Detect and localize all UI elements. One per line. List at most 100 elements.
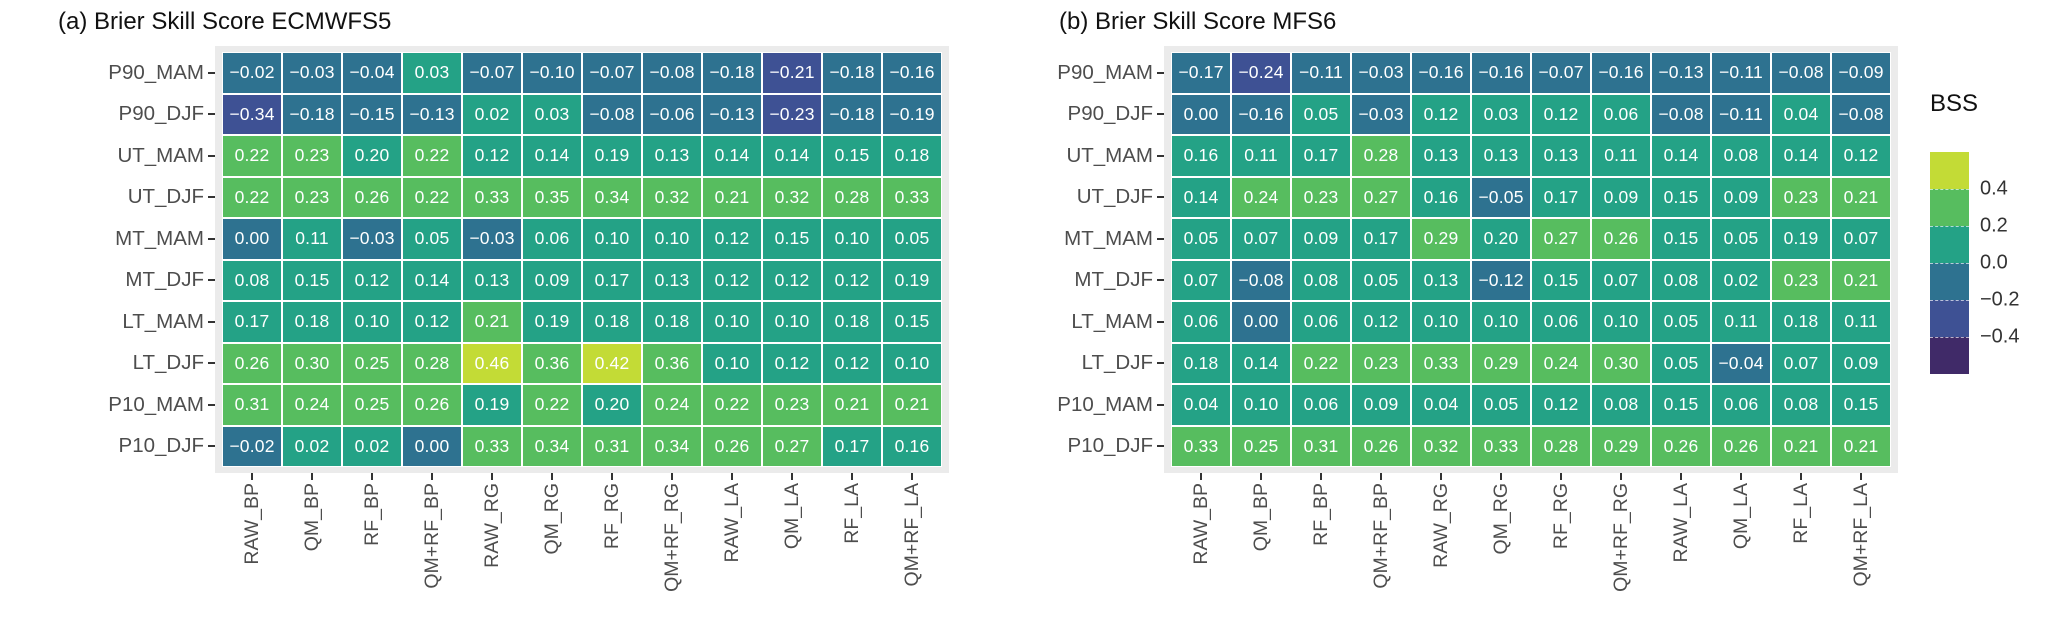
x-tick xyxy=(1440,473,1442,480)
heatmap-cell: 0.21 xyxy=(882,384,942,426)
heatmap-cell: 0.14 xyxy=(522,135,582,177)
x-axis-label: RF_RG xyxy=(1549,483,1572,550)
heatmap-cell: 0.34 xyxy=(642,425,702,467)
y-tick xyxy=(208,71,215,74)
heatmap-cell: 0.10 xyxy=(342,301,402,343)
heatmap-cell: 0.30 xyxy=(1591,342,1651,384)
heatmap-cell: 0.11 xyxy=(282,218,342,260)
x-axis-label: QM_RG xyxy=(1489,483,1512,555)
x-axis-label: RAW_RG xyxy=(480,483,503,568)
heatmap-cell: −0.08 xyxy=(642,52,702,94)
heatmap-cell: 0.07 xyxy=(1171,259,1231,301)
heatmap-cell: 0.20 xyxy=(342,135,402,177)
heatmap-cell: 0.13 xyxy=(642,259,702,301)
x-axis-label: RAW_BP xyxy=(240,483,263,565)
y-axis-label: P90_MAM xyxy=(1057,60,1153,84)
heatmap-cell: 0.05 xyxy=(1291,93,1351,135)
heatmap-cell: 0.31 xyxy=(1291,425,1351,467)
heatmap-cell: 0.13 xyxy=(642,135,702,177)
heatmap-cell: 0.23 xyxy=(762,384,822,426)
heatmap-cell: 0.02 xyxy=(282,425,342,467)
x-tick xyxy=(1380,473,1382,480)
heatmap-cell: 0.13 xyxy=(462,259,522,301)
y-axis-label: P90_DJF xyxy=(118,102,204,126)
heatmap-cell: 0.26 xyxy=(1711,425,1771,467)
heatmap-cell: 0.17 xyxy=(582,259,642,301)
heatmap-cell: −0.02 xyxy=(222,425,282,467)
heatmap-cell: −0.07 xyxy=(462,52,522,94)
heatmap-cell: 0.21 xyxy=(462,301,522,343)
x-tick xyxy=(1260,473,1262,480)
x-axis-label: RAW_RG xyxy=(1429,483,1452,568)
heatmap-cell: 0.20 xyxy=(582,384,642,426)
column-label: QM+RF_BP xyxy=(1351,483,1411,633)
row-label: P90_DJF xyxy=(969,94,1164,136)
heatmap-cell: −0.04 xyxy=(1711,342,1771,384)
heatmap-cell: 0.12 xyxy=(1351,301,1411,343)
heatmap-cell: 0.05 xyxy=(1171,218,1231,260)
column-label: QM_RG xyxy=(522,483,582,633)
heatmap-cell: 0.24 xyxy=(642,384,702,426)
heatmap-cell: 0.11 xyxy=(1711,301,1771,343)
heatmap-cell: 0.00 xyxy=(1231,301,1291,343)
y-axis-label: MT_MAM xyxy=(115,226,204,250)
heatmap-cell: 0.07 xyxy=(1591,259,1651,301)
heatmap-cell: 0.28 xyxy=(1531,425,1591,467)
heatmap-cell: 0.17 xyxy=(222,301,282,343)
heatmap-cell: 0.12 xyxy=(1531,93,1591,135)
panel-b-title: (b) Brier Skill Score MFS6 xyxy=(1059,8,1337,35)
row-label: MT_DJF xyxy=(0,260,215,302)
heatmap-cell: 0.24 xyxy=(1231,176,1291,218)
heatmap-cell: −0.13 xyxy=(702,93,762,135)
heatmap-cell: −0.18 xyxy=(822,93,882,135)
heatmap-cell: 0.19 xyxy=(1771,218,1831,260)
heatmap-cell: 0.18 xyxy=(642,301,702,343)
y-axis-label: UT_MAM xyxy=(117,143,204,167)
heatmap-cell: 0.19 xyxy=(582,135,642,177)
heatmap-cell: −0.08 xyxy=(582,93,642,135)
x-tick xyxy=(851,473,853,480)
heatmap-cell: 0.10 xyxy=(822,218,882,260)
column-label: QM_RG xyxy=(1471,483,1531,633)
panel-a-x-ticks xyxy=(222,473,949,480)
y-axis-label: UT_MAM xyxy=(1066,143,1153,167)
heatmap-cell: −0.03 xyxy=(1351,93,1411,135)
heatmap-cell: 0.15 xyxy=(822,135,882,177)
heatmap-cell: 0.35 xyxy=(522,176,582,218)
y-axis-label: P90_MAM xyxy=(108,60,204,84)
heatmap-cell: 0.13 xyxy=(1471,135,1531,177)
y-tick xyxy=(208,113,215,116)
x-axis-label: QM_BP xyxy=(1249,483,1272,552)
heatmap-cell: 0.26 xyxy=(342,176,402,218)
column-label: QM+RF_LA xyxy=(1831,483,1891,633)
panel-b-x-ticks xyxy=(1171,473,1898,480)
panel-a-title: (a) Brier Skill Score ECMWFS5 xyxy=(58,8,392,35)
row-label: P10_MAM xyxy=(969,384,1164,426)
heatmap-cell: −0.03 xyxy=(1351,52,1411,94)
x-tick xyxy=(1500,473,1502,480)
column-label: RAW_LA xyxy=(1651,483,1711,633)
heatmap-cell: 0.04 xyxy=(1411,384,1471,426)
row-label: P90_MAM xyxy=(0,52,215,94)
heatmap-cell: 0.17 xyxy=(1351,218,1411,260)
heatmap-cell: 0.19 xyxy=(882,259,942,301)
y-tick xyxy=(208,237,215,240)
heatmap-cell: 0.18 xyxy=(882,135,942,177)
column-label: RAW_BP xyxy=(222,483,282,633)
heatmap-cell: 0.22 xyxy=(222,135,282,177)
heatmap-cell: 0.26 xyxy=(1651,425,1711,467)
heatmap-cell: 0.22 xyxy=(522,384,582,426)
heatmap-cell: −0.07 xyxy=(1531,52,1591,94)
heatmap-cell: 0.08 xyxy=(1591,384,1651,426)
y-axis-label: P10_MAM xyxy=(1057,392,1153,416)
column-label: RAW_LA xyxy=(702,483,762,633)
heatmap-cell: 0.12 xyxy=(822,342,882,384)
row-label: MT_MAM xyxy=(0,218,215,260)
x-tick xyxy=(1620,473,1622,480)
heatmap-cell: 0.27 xyxy=(762,425,822,467)
x-axis-label: QM_LA xyxy=(780,483,803,550)
row-label: MT_DJF xyxy=(969,260,1164,302)
heatmap-cell: 0.22 xyxy=(222,176,282,218)
heatmap-cell: −0.08 xyxy=(1831,93,1891,135)
heatmap-cell: −0.11 xyxy=(1711,93,1771,135)
